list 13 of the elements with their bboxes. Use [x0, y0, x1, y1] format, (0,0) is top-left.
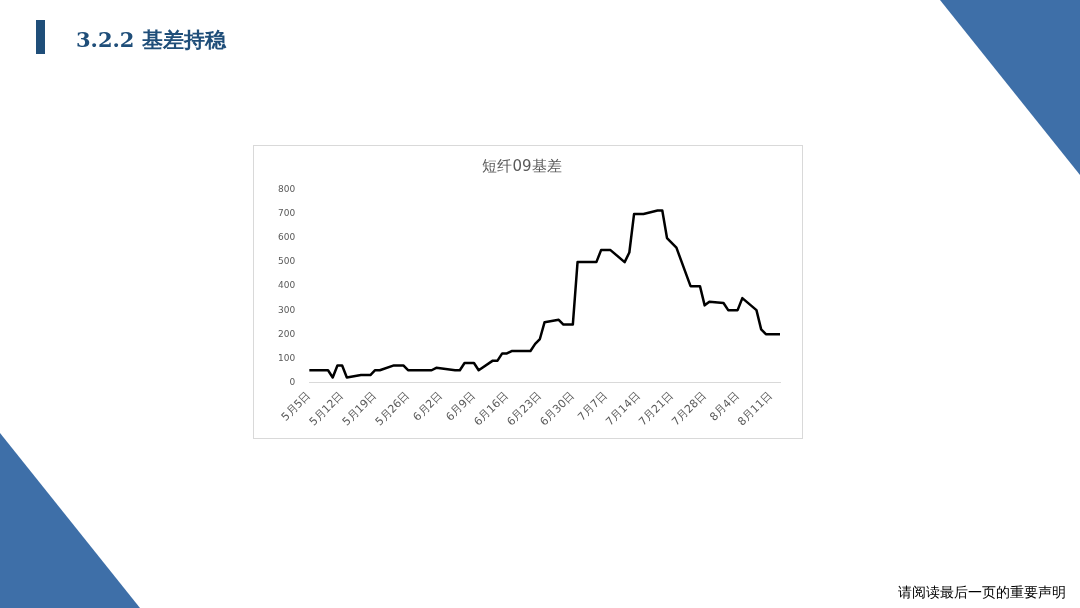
x-tick-label: 6月2日	[410, 388, 446, 424]
text: 请阅读最后一页的重要声明	[898, 584, 1066, 602]
y-tick-label: 700	[277, 208, 296, 219]
y-tick-label: 100	[277, 352, 296, 363]
chart-subtitle: 3.2.2 基差持稳	[76, 26, 226, 54]
y-tick-label: 0	[289, 376, 296, 387]
y-tick-label: 600	[277, 232, 296, 243]
y-tick-label: 500	[277, 256, 296, 267]
y-tick-label: 400	[277, 280, 296, 291]
y-tick-label: 200	[277, 328, 296, 339]
y-tick-label: 800	[277, 184, 296, 195]
y-tick-label: 300	[277, 304, 296, 315]
chart-title: 短纤09基差	[482, 156, 562, 175]
